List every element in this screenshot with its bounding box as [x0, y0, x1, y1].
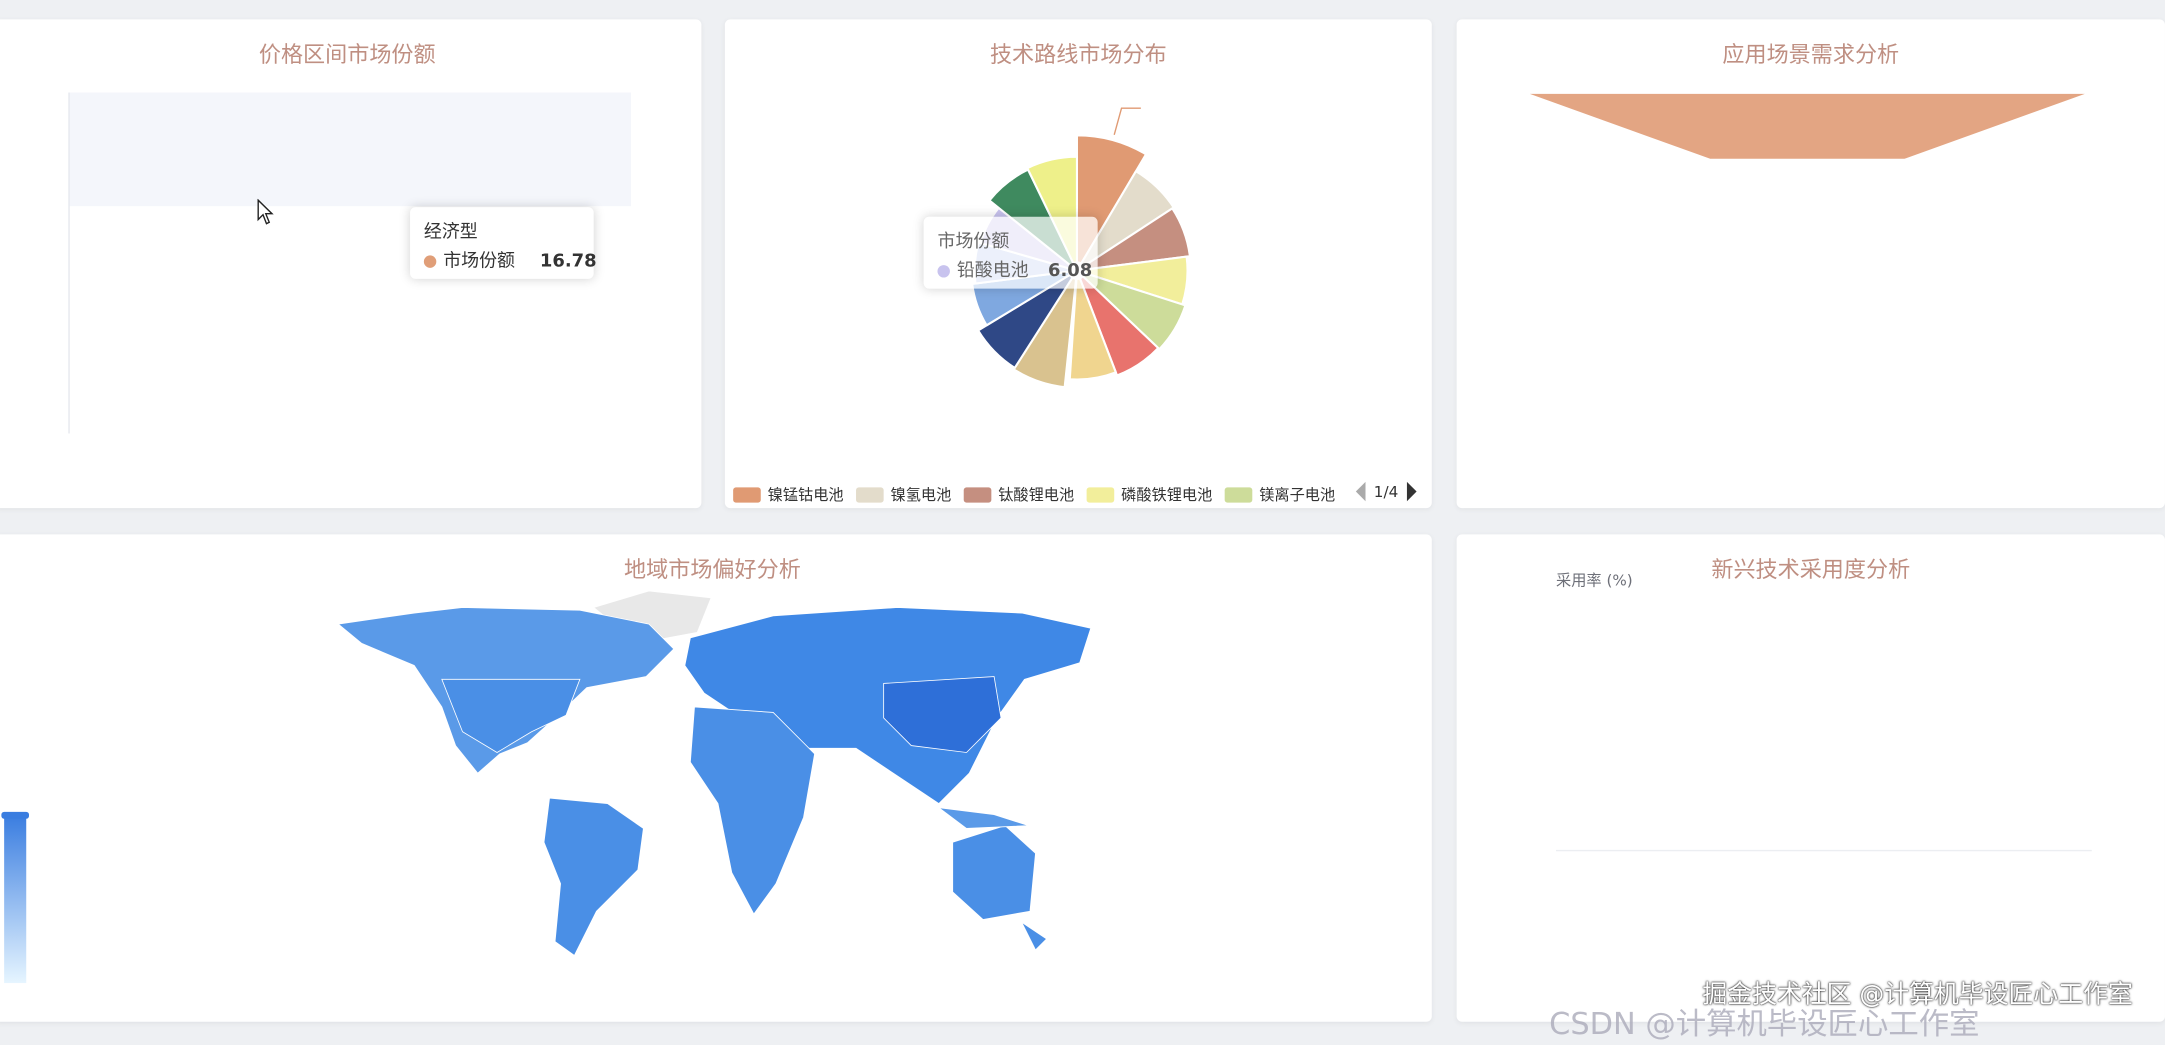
legend-label: 镍锰钴电池: [767, 486, 844, 504]
tooltip-series-dot: [423, 255, 437, 268]
legend-label: 磷酸铁锂电池: [1121, 486, 1213, 504]
legend-item[interactable]: 镁离子电池: [1224, 483, 1336, 505]
legend-prev-icon[interactable]: [1355, 481, 1366, 502]
tech-legend: 镍锰钴电池 镍氢电池 钛酸锂电池 磷酸铁锂电池 镁离子电池: [733, 483, 1335, 505]
csdn-watermark: CSDN @计算机毕设匠心工作室: [1549, 1007, 1980, 1043]
tooltip-series: 市场份额: [443, 251, 516, 272]
legend-label: 钛酸锂电池: [998, 486, 1075, 504]
region-united-states[interactable]: [441, 678, 581, 753]
juejin-watermark: 掘金技术社区 @计算机毕设匠心工作室: [1702, 980, 2133, 1010]
region-new-zealand[interactable]: [1020, 921, 1048, 951]
legend-item[interactable]: 镍锰钴电池: [733, 483, 844, 505]
region-africa[interactable]: [689, 706, 816, 915]
funnel-level-特殊用途[interactable]: [1529, 93, 2085, 159]
region-australia[interactable]: [952, 825, 1036, 920]
region-title: 地域市场偏好分析: [624, 556, 801, 583]
scene-title: 应用场景需求分析: [1722, 41, 1900, 68]
legend-item[interactable]: 钛酸锂电池: [963, 483, 1075, 505]
price-title: 价格区间市场份额: [258, 41, 436, 68]
legend-swatch: [1224, 486, 1253, 502]
region-south-america[interactable]: [543, 797, 644, 957]
legend-next-icon[interactable]: [1406, 481, 1417, 502]
tooltip-name: 铅酸电池: [956, 260, 1029, 282]
world-map[interactable]: [337, 590, 1092, 957]
visual-map-bar[interactable]: [4, 814, 27, 984]
label-line: [1113, 107, 1141, 135]
tooltip-category: 经济型: [423, 222, 478, 244]
tech-tooltip: 市场份额 铅酸电池 6.08: [923, 216, 1098, 289]
tech-panel: 技术路线市场分布: [724, 19, 1432, 509]
legend-item[interactable]: 磷酸铁锂电池: [1086, 483, 1213, 505]
region-china[interactable]: [883, 676, 1002, 753]
legend-item[interactable]: 镍氢电池: [856, 483, 951, 505]
emerging-panel: 新兴技术采用度分析: [1456, 534, 2165, 1022]
legend-page: 1/4: [1373, 482, 1399, 501]
legend-swatch: [1086, 486, 1115, 502]
legend-pager: 1/4: [1355, 481, 1417, 502]
y-axis-name: 采用率 (%): [1556, 571, 1633, 590]
legend-label: 镁离子电池: [1259, 486, 1336, 504]
region-indonesia[interactable]: [937, 807, 1029, 829]
tech-title: 技术路线市场分布: [989, 41, 1167, 68]
visual-map-handle[interactable]: [1, 811, 29, 819]
legend-swatch: [856, 486, 884, 502]
price-tooltip: 经济型 市场份额 16.78: [410, 207, 597, 279]
hover-band: [69, 92, 631, 207]
legend-swatch: [963, 486, 992, 502]
tooltip-value: 6.08: [1047, 260, 1093, 282]
tooltip-dot: [937, 265, 950, 278]
legend-label: 镍氢电池: [890, 486, 952, 504]
tooltip-value: 16.78: [539, 251, 597, 272]
mouse-cursor-icon: [257, 198, 274, 225]
tooltip-series: 市场份额: [937, 231, 1010, 253]
legend-swatch: [733, 486, 761, 502]
emerging-title: 新兴技术采用度分析: [1711, 556, 1911, 583]
